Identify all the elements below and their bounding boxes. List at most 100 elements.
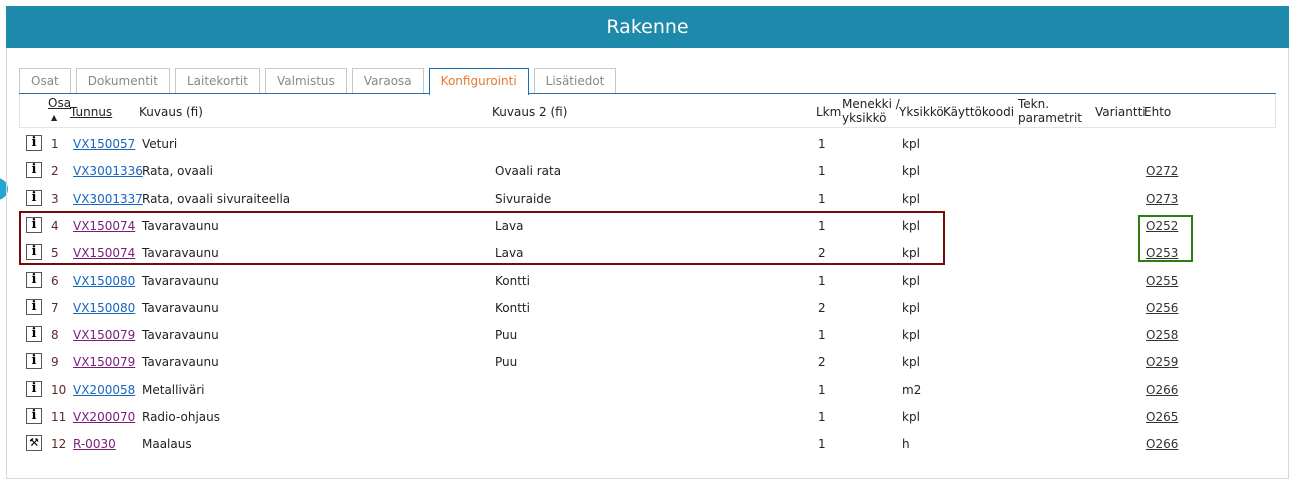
tunnus-link[interactable]: VX200058 [73,382,136,397]
kuvaus: Tavaravaunu [142,218,219,233]
info-icon[interactable]: i [26,135,42,151]
tab-bar: Osat Dokumentit Laitekortit Valmistus Varaos… [19,68,617,95]
info-icon[interactable]: i [26,216,42,233]
col-tekn: Tekn. parametrit [1018,97,1083,125]
tunnus-link[interactable]: VX150074 [73,218,136,233]
kuvaus2: Puu [495,328,518,343]
info-icon[interactable]: i [26,326,42,343]
kuvaus2: Kontti [495,273,530,288]
col-ehto: Ehto [1144,105,1172,119]
lkm: 1 [818,191,826,206]
col-kayttokoodi: Käyttökoodi [943,105,1015,119]
yksikko: kpl [902,328,920,343]
yksikko: kpl [902,218,920,233]
info-icon[interactable]: i [26,353,42,370]
info-icon[interactable]: i [26,189,42,206]
yksikko: kpl [902,410,920,424]
lkm: 1 [818,218,826,233]
table-row: ⚒ 12 R-0030 Maalaus 1 h O266 [19,430,1276,457]
yksikko: h [902,437,910,452]
tunnus-link[interactable]: VX150080 [73,300,136,315]
lkm: 2 [818,246,826,261]
table-row: i 4 VX150074 Tavaravaunu Lava 1 kpl O252 [19,212,1276,239]
tools-icon[interactable]: ⚒ [26,435,42,452]
osa-number: 5 [51,246,59,261]
sort-tunnus-link[interactable]: Tunnus [70,105,113,119]
kuvaus2: Kontti [495,300,530,315]
table-row: i 6 VX150080 Tavaravaunu Kontti 1 kpl O2… [19,267,1276,294]
lkm: 1 [818,410,826,424]
ehto-link[interactable]: O259 [1146,355,1179,370]
yksikko: kpl [902,355,920,370]
tab-divider [19,93,1276,94]
info-icon[interactable]: i [26,298,42,315]
info-icon[interactable]: i [26,408,42,424]
tunnus-link[interactable]: VX200070 [73,410,136,424]
tunnus-link[interactable]: VX150079 [73,328,136,343]
side-toggle-button[interactable] [0,178,8,200]
info-icon[interactable]: i [26,380,42,397]
info-icon[interactable]: i [26,244,42,261]
tunnus-link[interactable]: VX3001337 [73,191,143,206]
ehto-link[interactable]: O272 [1146,164,1179,179]
ehto-link[interactable]: O255 [1146,273,1179,288]
tab-lisätiedot[interactable]: Lisätiedot [533,68,617,94]
tab-konfigurointi[interactable]: Konfigurointi [428,68,529,95]
tab-laitekortit[interactable]: Laitekortit [174,68,260,94]
table-row: i 3 VX3001337 Rata, ovaali sivuraiteella… [19,185,1276,212]
highlight-ehto-box [1138,215,1193,262]
ehto-link[interactable]: O253 [1146,246,1179,261]
ehto-link[interactable]: O256 [1146,300,1179,315]
table-row: i 5 VX150074 Tavaravaunu Lava 2 kpl O253 [19,239,1276,266]
kuvaus2: Ovaali rata [495,164,562,179]
tab-osat[interactable]: Osat [19,68,71,94]
yksikko: kpl [902,191,920,206]
ehto-link[interactable]: O265 [1146,410,1179,424]
osa-number: 12 [51,437,67,452]
col-yksikko: Yksikkö [899,105,944,119]
lkm: 1 [818,328,826,343]
tunnus-link[interactable]: R-0030 [73,437,116,452]
sort-osa-link[interactable]: Osa [48,96,72,110]
ehto-link[interactable]: O252 [1146,218,1179,233]
osa-number: 8 [51,328,59,343]
osa-number: 10 [51,382,67,397]
ehto-link[interactable]: O273 [1146,191,1179,206]
tunnus-link[interactable]: VX150079 [73,355,136,370]
tab-valmistus[interactable]: Valmistus [264,68,347,94]
table-row: i 1 VX150057 Veturi 1 kpl [19,130,1276,157]
table-row: i 10 VX200058 Metalliväri 1 m2 O266 [19,376,1276,403]
kuvaus: Radio-ohjaus [142,410,220,424]
tab-varaosa[interactable]: Varaosa [351,68,424,94]
info-icon[interactable]: i [26,271,42,288]
kuvaus: Tavaravaunu [142,300,219,315]
tunnus-link[interactable]: VX150074 [73,246,136,261]
kuvaus2: Lava [495,246,524,261]
col-variantti: Variantti [1095,105,1146,119]
kuvaus: Rata, ovaali sivuraiteella [142,191,291,206]
ehto-link[interactable]: O258 [1146,328,1179,343]
tab-dokumentit[interactable]: Dokumentit [75,68,170,94]
table-row: i 11 VX200070 Radio-ohjaus 1 kpl O265 [19,403,1276,430]
ehto-link[interactable]: O266 [1146,437,1179,452]
osa-number: 2 [51,164,59,179]
yksikko: kpl [902,137,920,151]
osa-number: 7 [51,300,59,315]
osa-number: 1 [51,137,59,151]
kuvaus: Tavaravaunu [142,355,219,370]
info-icon[interactable]: i [26,162,42,179]
osa-number: 11 [51,410,67,424]
ehto-link[interactable]: O266 [1146,382,1179,397]
lkm: 1 [818,164,826,179]
yksikko: kpl [902,273,920,288]
col-kuvaus: Kuvaus (fi) [139,105,203,119]
tunnus-link[interactable]: VX150080 [73,273,136,288]
kuvaus2: Lava [495,218,524,233]
yksikko: kpl [902,164,920,179]
tunnus-link[interactable]: VX150057 [73,137,136,151]
lkm: 1 [818,382,826,397]
osa-number: 6 [51,273,59,288]
yksikko: kpl [902,300,920,315]
kuvaus: Metalliväri [142,382,205,397]
tunnus-link[interactable]: VX3001336 [73,164,143,179]
